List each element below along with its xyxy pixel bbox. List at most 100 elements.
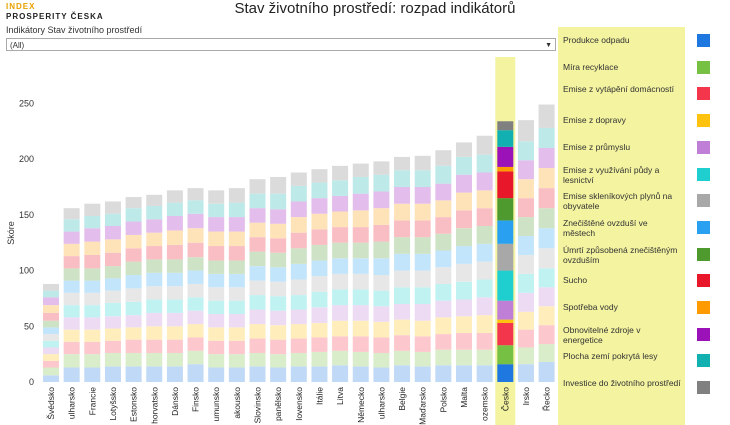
- bar-segment: [290, 248, 307, 264]
- x-tick-label: Slovinsko: [253, 387, 263, 424]
- bar-segment: [332, 242, 349, 259]
- x-tick-label: akousko: [232, 387, 242, 419]
- legend-item[interactable]: Plocha zemí pokrytá lesy: [558, 350, 730, 374]
- bar-segment: [290, 366, 307, 382]
- bar-segment: [146, 312, 163, 327]
- bar-segment: [456, 316, 472, 333]
- bar-segment: [538, 287, 555, 307]
- bar-segment: [166, 353, 183, 367]
- bar-segment: [125, 353, 142, 367]
- bar-segment: [394, 187, 411, 204]
- indicator-filter-dropdown[interactable]: (All) ▼: [6, 38, 556, 51]
- bar-segment: [249, 295, 266, 310]
- bar-segment: [290, 232, 307, 249]
- bar-segment: [208, 340, 225, 355]
- legend-item[interactable]: Emise skleníkových plynů na obyvatele: [558, 190, 730, 214]
- bar-segment: [476, 208, 493, 226]
- bar-segment: [63, 231, 80, 244]
- bar-segment: [187, 364, 204, 382]
- bar-segment: [476, 332, 493, 350]
- bar-segment: [456, 192, 472, 211]
- bar-segment: [125, 261, 142, 276]
- bar-segment: [270, 325, 287, 340]
- bar-segment: [373, 290, 390, 307]
- bar-segment: [187, 257, 204, 271]
- bar-segment: [497, 319, 514, 323]
- bar-segment: [63, 317, 80, 330]
- bar-segment: [497, 364, 514, 382]
- bar-segment: [497, 198, 514, 221]
- bar-segment: [352, 258, 369, 274]
- bar-segment: [352, 193, 369, 211]
- bar-segment: [208, 217, 225, 232]
- bar-segment: [249, 324, 266, 339]
- legend-item[interactable]: Investice do životního prostředí: [558, 377, 730, 401]
- bar-segment: [125, 366, 142, 382]
- bar-segment: [43, 367, 59, 376]
- bar-segment: [249, 193, 266, 209]
- bar-segment: [208, 287, 225, 301]
- bar-segment: [187, 188, 204, 201]
- legend-swatch: [697, 34, 710, 47]
- bar-segment: [43, 375, 59, 382]
- bar-segment: [476, 172, 493, 191]
- legend-label: Plocha zemí pokrytá lesy: [563, 351, 658, 362]
- bar-segment: [394, 350, 411, 366]
- bar-segment: [435, 200, 452, 218]
- legend-item[interactable]: Emise z vytápění domácností: [558, 83, 730, 107]
- bar-segment: [476, 297, 493, 316]
- bar-segment: [104, 290, 121, 303]
- bar-segment: [228, 260, 245, 274]
- bar-segment: [146, 286, 163, 300]
- legend-item[interactable]: Emise z průmyslu: [558, 137, 730, 161]
- bar-segment: [270, 339, 287, 355]
- legend-item[interactable]: Znečištěné ovzduší ve městech: [558, 217, 730, 241]
- bar-segment: [352, 336, 369, 352]
- legend-label: Úmrtí způsobená znečištěným ovzduším: [563, 244, 678, 265]
- bar-segment: [538, 228, 555, 249]
- bar-segment: [125, 339, 142, 354]
- bar-segment: [517, 311, 534, 330]
- bar-segment: [311, 337, 328, 352]
- bar-segment: [476, 279, 493, 298]
- bar-segment: [166, 286, 183, 300]
- legend-item[interactable]: Spotřeba vody: [558, 297, 730, 321]
- bar-segment: [394, 237, 411, 254]
- legend-item[interactable]: Sucho: [558, 270, 730, 294]
- legend-item[interactable]: Emise z využívání půdy a lesnictví: [558, 164, 730, 188]
- bar-segment: [43, 283, 59, 291]
- bar-segment: [208, 203, 225, 218]
- bar-segment: [270, 252, 287, 268]
- bar-segment: [166, 326, 183, 340]
- bar-segment: [476, 154, 493, 173]
- bar-segment: [43, 347, 59, 355]
- bar-segment: [125, 221, 142, 235]
- bar-segment: [84, 367, 101, 382]
- legend-label: Emise z průmyslu: [563, 141, 631, 152]
- bar-segment: [208, 273, 225, 288]
- chevron-down-icon[interactable]: ▼: [545, 42, 552, 49]
- legend-item[interactable]: Obnovitelné zdroje v energetice: [558, 324, 730, 348]
- bar-segment: [538, 188, 555, 209]
- bar-segment: [332, 227, 349, 243]
- bar-segment: [394, 156, 411, 171]
- bar-segment: [249, 179, 266, 194]
- legend-item[interactable]: Úmrtí způsobená znečištěným ovzduším: [558, 244, 730, 268]
- y-tick-label: 0: [29, 377, 34, 387]
- bar-segment: [104, 252, 121, 267]
- bar-segment: [435, 233, 452, 251]
- bar-segment: [166, 190, 183, 203]
- bar-segment: [373, 174, 390, 192]
- x-tick-label: Německo: [356, 387, 366, 423]
- bar-segment: [290, 338, 307, 354]
- y-tick-label: 250: [19, 98, 34, 108]
- bar-segment: [311, 198, 328, 214]
- bar-segment: [538, 268, 555, 288]
- legend-item[interactable]: Produkce odpadu: [558, 30, 730, 54]
- bar-segment: [373, 241, 390, 259]
- bar-segment: [517, 329, 534, 348]
- bar-segment: [373, 208, 390, 225]
- legend-item[interactable]: Míra recyklace: [558, 57, 730, 81]
- bar-segment: [125, 275, 142, 289]
- legend-item[interactable]: Emise z dopravy: [558, 110, 730, 134]
